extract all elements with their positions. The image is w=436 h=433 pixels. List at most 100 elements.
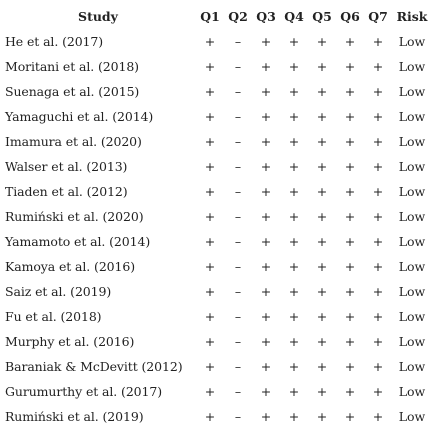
q4-cell: + — [288, 334, 300, 349]
q2-cell: – — [234, 334, 242, 349]
q7-cell: + — [372, 109, 384, 124]
q7-cell: + — [372, 159, 384, 174]
q5-cell: + — [316, 209, 328, 224]
table-row: Fu et al. (2018) + – + + + + + Low — [0, 304, 432, 329]
q3-cell: + — [260, 159, 272, 174]
q7-cell: + — [372, 309, 384, 324]
risk-cell: Low — [398, 84, 426, 99]
q1-cell: + — [204, 284, 216, 299]
study-cell: Tiaden et al. (2012) — [5, 184, 128, 199]
study-cell: Suenaga et al. (2015) — [5, 84, 140, 99]
q1-cell: + — [204, 384, 216, 399]
study-cell: He et al. (2017) — [5, 34, 104, 49]
risk-cell: Low — [398, 184, 426, 199]
header-q7: Q7 — [368, 9, 388, 24]
q4-cell: + — [288, 134, 300, 149]
q3-cell: + — [260, 134, 272, 149]
table-header-row: Study Q1 Q2 Q3 Q4 Q5 Q6 Q7 Risk — [0, 5, 432, 29]
q1-cell: + — [204, 134, 216, 149]
q5-cell: + — [316, 109, 328, 124]
q4-cell: + — [288, 109, 300, 124]
q2-cell: – — [234, 134, 242, 149]
q5-cell: + — [316, 309, 328, 324]
q2-cell: – — [234, 84, 242, 99]
header-q6: Q6 — [340, 9, 360, 24]
study-cell: Baraniak & McDevitt (2012) — [5, 359, 183, 374]
q1-cell: + — [204, 234, 216, 249]
q6-cell: + — [344, 209, 356, 224]
risk-cell: Low — [398, 59, 426, 74]
header-q4: Q4 — [284, 9, 304, 24]
q2-cell: – — [234, 284, 242, 299]
q2-cell: – — [234, 359, 242, 374]
table-row: Kamoya et al. (2016) + – + + + + + Low — [0, 254, 432, 279]
q5-cell: + — [316, 409, 328, 424]
risk-of-bias-table: Study Q1 Q2 Q3 Q4 Q5 Q6 Q7 Risk He et al… — [0, 5, 432, 429]
q5-cell: + — [316, 234, 328, 249]
q7-cell: + — [372, 84, 384, 99]
study-cell: Murphy et al. (2016) — [5, 334, 135, 349]
q1-cell: + — [204, 334, 216, 349]
q5-cell: + — [316, 159, 328, 174]
q3-cell: + — [260, 34, 272, 49]
table-row: Moritani et al. (2018) + – + + + + + Low — [0, 54, 432, 79]
study-cell: Kamoya et al. (2016) — [5, 259, 136, 274]
study-cell: Rumiński et al. (2019) — [5, 409, 144, 424]
q7-cell: + — [372, 184, 384, 199]
q3-cell: + — [260, 209, 272, 224]
q7-cell: + — [372, 284, 384, 299]
q6-cell: + — [344, 259, 356, 274]
risk-cell: Low — [398, 209, 426, 224]
q1-cell: + — [204, 109, 216, 124]
table-row: Rumiński et al. (2019) + – + + + + + Low — [0, 404, 432, 429]
q2-cell: – — [234, 109, 242, 124]
q3-cell: + — [260, 409, 272, 424]
q7-cell: + — [372, 234, 384, 249]
q6-cell: + — [344, 84, 356, 99]
q4-cell: + — [288, 384, 300, 399]
q5-cell: + — [316, 59, 328, 74]
table-row: He et al. (2017) + – + + + + + Low — [0, 29, 432, 54]
study-cell: Saiz et al. (2019) — [5, 284, 112, 299]
q5-cell: + — [316, 359, 328, 374]
study-cell: Walser et al. (2013) — [5, 159, 128, 174]
q4-cell: + — [288, 309, 300, 324]
q4-cell: + — [288, 359, 300, 374]
table-row: Rumiński et al. (2020) + – + + + + + Low — [0, 204, 432, 229]
q7-cell: + — [372, 34, 384, 49]
table-row: Imamura et al. (2020) + – + + + + + Low — [0, 129, 432, 154]
q4-cell: + — [288, 409, 300, 424]
risk-cell: Low — [398, 284, 426, 299]
risk-cell: Low — [398, 234, 426, 249]
risk-cell: Low — [398, 309, 426, 324]
q2-cell: – — [234, 34, 242, 49]
q5-cell: + — [316, 184, 328, 199]
table-body: He et al. (2017) + – + + + + + Low Moritani et al… — [0, 29, 432, 429]
q4-cell: + — [288, 284, 300, 299]
study-cell: Moritani et al. (2018) — [5, 59, 139, 74]
risk-cell: Low — [398, 109, 426, 124]
table-row: Saiz et al. (2019) + – + + + + + Low — [0, 279, 432, 304]
q7-cell: + — [372, 359, 384, 374]
table-row: Baraniak & McDevitt (2012) + – + + + + + Low — [0, 354, 432, 379]
q3-cell: + — [260, 109, 272, 124]
header-q1: Q1 — [200, 9, 220, 24]
q2-cell: – — [234, 234, 242, 249]
q4-cell: + — [288, 184, 300, 199]
q6-cell: + — [344, 234, 356, 249]
q1-cell: + — [204, 259, 216, 274]
table-row: Walser et al. (2013) + – + + + + + Low — [0, 154, 432, 179]
table-row: Murphy et al. (2016) + – + + + + + Low — [0, 329, 432, 354]
header-q3: Q3 — [256, 9, 276, 24]
table-row: Suenaga et al. (2015) + – + + + + + Low — [0, 79, 432, 104]
q1-cell: + — [204, 59, 216, 74]
q3-cell: + — [260, 284, 272, 299]
q7-cell: + — [372, 334, 384, 349]
q4-cell: + — [288, 159, 300, 174]
risk-cell: Low — [398, 359, 426, 374]
study-cell: Rumiński et al. (2020) — [5, 209, 144, 224]
q4-cell: + — [288, 234, 300, 249]
header-q2: Q2 — [228, 9, 248, 24]
q1-cell: + — [204, 409, 216, 424]
